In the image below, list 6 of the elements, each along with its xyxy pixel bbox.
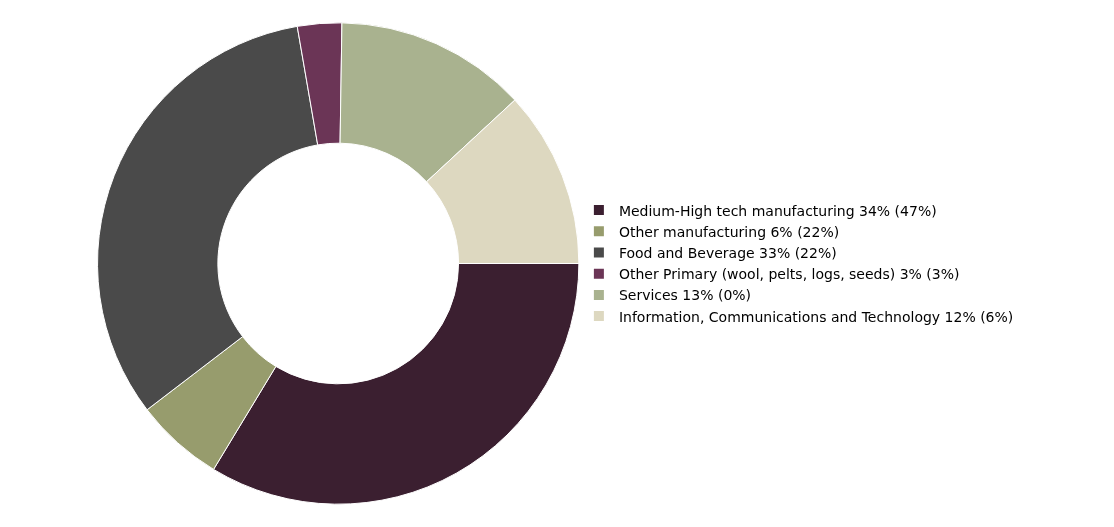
legend-label: Other manufacturing 6% (22%) xyxy=(618,223,840,240)
legend-label: Other Primary (wool, pelts, logs, seeds) 3% (3%) xyxy=(618,266,960,283)
legend-label: Food and Beverage 33% (22%) xyxy=(618,244,837,261)
legend-label: Medium-High tech manufacturing 34% (47%) xyxy=(618,202,937,219)
legend-label: Services 13% (0%) xyxy=(618,287,752,304)
legend-label: Information, Communications and Technology 12% (6%) xyxy=(618,308,1014,325)
